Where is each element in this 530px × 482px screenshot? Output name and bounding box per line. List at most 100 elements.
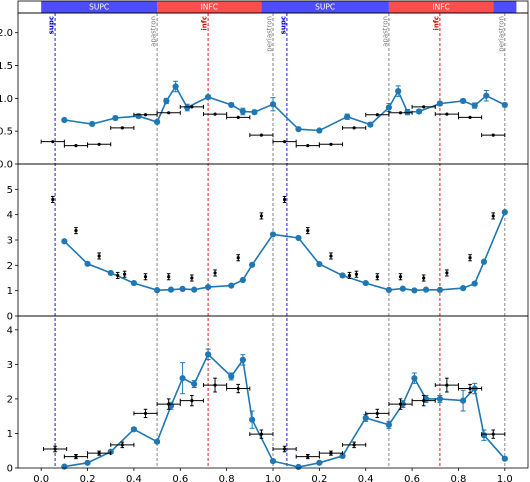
xtick-label-8: 0.6 bbox=[404, 474, 420, 482]
panel-top-series-0-point-2 bbox=[112, 114, 119, 122]
panel-bottom-ytick-label-4: 4 bbox=[7, 325, 13, 336]
panel-middle-series-1-point-13 bbox=[329, 254, 333, 258]
panel-bottom-series-0-point-15 bbox=[339, 452, 346, 460]
phase-band-label-0: SUPC bbox=[89, 3, 109, 12]
panel-top-series-1-point-2 bbox=[97, 142, 101, 146]
tick-layer: 0.0 0.5 1.0 1.5 2.0 0 1 2 3 4 5 0 1 2 3 4 0.0 0.2 0.4 0.6 0.… bbox=[0, 28, 513, 482]
panel-middle-series-1-point-8 bbox=[213, 271, 217, 275]
panel-top-series-1-point-14 bbox=[375, 113, 379, 117]
panel-middle-series-0-point-5 bbox=[167, 286, 175, 293]
panel-top-series-1-point-5 bbox=[167, 111, 171, 115]
panel-bottom-series-1-point-0 bbox=[53, 447, 57, 451]
panel-top-series-0-line bbox=[64, 84, 506, 132]
panel-middle-series-0-point-10 bbox=[239, 276, 246, 284]
vertical-line-label-2: infc bbox=[201, 16, 209, 31]
panel-top-ytick-label-2: 1.0 bbox=[0, 94, 13, 105]
panel-middle-series-0-point-7 bbox=[191, 286, 198, 293]
panel-bottom-series-1-point-13 bbox=[352, 443, 356, 447]
panel-middle-series-0-point-19 bbox=[411, 287, 418, 294]
panel-bottom-series-0-point-11 bbox=[249, 416, 256, 423]
panel-middle-series-0-point-23 bbox=[471, 280, 478, 287]
panel-middle-series-0-point-22 bbox=[459, 285, 467, 292]
panel-middle-series-0-point-12 bbox=[269, 231, 277, 238]
panel-middle-series-0-point-9 bbox=[228, 282, 235, 289]
panel-middle-series-1-point-14 bbox=[347, 273, 352, 278]
panel-middle-series-1-point-0 bbox=[51, 197, 55, 202]
xtick-label-2: 0.4 bbox=[126, 474, 142, 482]
panel-middle-series-1-point-19 bbox=[445, 271, 449, 275]
panel-top-series-0-point-17 bbox=[385, 104, 393, 111]
panel-bottom-series-0-point-0 bbox=[61, 463, 68, 470]
panel-middle-series-1-point-5 bbox=[143, 275, 148, 279]
panel-middle-series-0-point-21 bbox=[436, 286, 444, 294]
panel-top-series-0-point-16 bbox=[367, 121, 374, 128]
panel-middle-ytick-label-0: 0 bbox=[7, 312, 13, 323]
xtick-label-6: 0.2 bbox=[311, 474, 327, 482]
panel-bottom-series-1-point-11 bbox=[306, 455, 310, 459]
panel-bottom-series-0-point-14 bbox=[316, 459, 323, 466]
panel-bottom-ytick-label-0: 0 bbox=[7, 464, 13, 475]
panel-bottom-series-0-point-1 bbox=[84, 459, 91, 466]
panel-middle-series-0-point-17 bbox=[385, 286, 393, 294]
panel-bottom-series-0-point-13 bbox=[295, 463, 302, 471]
panel-top-series-0-point-25 bbox=[501, 101, 508, 109]
panel-middle-series-1-point-21 bbox=[491, 214, 495, 218]
panel-bottom-series-1-point-19 bbox=[491, 432, 495, 436]
panel-top-series-1-point-18 bbox=[468, 115, 472, 119]
phase-band-label-2: SUPC bbox=[315, 3, 335, 12]
panel-bottom-series-0-point-12 bbox=[269, 457, 277, 465]
phase-band-label-1: INFC bbox=[201, 3, 218, 12]
panel-top-series-1-point-12 bbox=[329, 142, 333, 146]
xtick-label-10: 1.0 bbox=[497, 474, 513, 482]
xtick-label-1: 0.2 bbox=[80, 474, 96, 482]
panel-middle-series-0-point-0 bbox=[61, 238, 68, 245]
panel-bottom-series-0-point-22 bbox=[459, 397, 467, 404]
panel-top-series-0-point-11 bbox=[251, 109, 258, 116]
panel-top-series-0-point-23 bbox=[471, 102, 478, 109]
panel-bottom-series-1-point-16 bbox=[422, 399, 426, 403]
panel-middle-series-0-point-11 bbox=[249, 261, 256, 268]
vertical-marker-layer: supc apastron infc periastron supc apastron in… bbox=[48, 13, 505, 468]
panel-bottom-series-1-point-12 bbox=[329, 451, 333, 455]
panel-top-series-1-point-8 bbox=[236, 115, 240, 119]
xtick-label-4: 0.8 bbox=[219, 474, 235, 482]
panel-bottom-series-1-point-2 bbox=[97, 451, 101, 455]
vertical-line-label-1: apastron bbox=[150, 16, 158, 47]
panel-top-series-0-point-24 bbox=[483, 92, 490, 99]
panel-middle-series-0-point-3 bbox=[130, 279, 138, 287]
data-layer bbox=[40, 80, 508, 471]
panel-bottom-series-1-point-4 bbox=[143, 411, 148, 416]
panel-middle-series-1-point-10 bbox=[259, 214, 264, 218]
panel-top-series-1-point-0 bbox=[51, 140, 55, 144]
panel-middle-series-1-point-3 bbox=[116, 273, 120, 278]
panel-middle-series-0-point-24 bbox=[480, 258, 488, 265]
panel-bottom-series-0-point-16 bbox=[362, 414, 369, 422]
panel-middle-series-0-point-16 bbox=[362, 279, 369, 287]
panel-bottom-ytick-label-1: 1 bbox=[7, 429, 13, 440]
panel-middle-series-0-point-25 bbox=[501, 209, 508, 216]
panel-top-series-1-point-19 bbox=[491, 133, 495, 137]
panel-middle-series-0-point-20 bbox=[422, 286, 430, 293]
panel-middle-series-1-point-6 bbox=[167, 275, 171, 279]
panel-bottom-series-0-point-19 bbox=[411, 375, 418, 382]
panel-bottom-series-0-point-10 bbox=[239, 356, 246, 363]
panel-top-series-1-point-4 bbox=[143, 113, 148, 117]
panel-bottom-series-0-point-9 bbox=[228, 373, 235, 380]
panel-top-ytick-label-3: 1.5 bbox=[0, 61, 13, 72]
phase-band-layer: SUPC INFC SUPC INFC bbox=[17, 0, 529, 14]
phase-band-3 bbox=[388, 1, 494, 13]
panel-top-series-0-point-21 bbox=[436, 100, 444, 107]
panel-middle-series-1-point-12 bbox=[306, 229, 310, 233]
panel-top-series-0-point-0 bbox=[61, 116, 68, 124]
panel-middle-ytick-label-4: 4 bbox=[7, 210, 13, 221]
phase-band-0 bbox=[41, 1, 158, 13]
panel-bottom-series-1-point-18 bbox=[468, 386, 472, 391]
panel-middle-series-1-point-11 bbox=[282, 197, 287, 202]
panel-bottom-series-1-point-10 bbox=[282, 447, 287, 451]
vertical-line-label-5: apastron bbox=[381, 16, 389, 47]
panel-middle-series-0-point-4 bbox=[153, 287, 161, 294]
panel-bottom-series-0-point-3 bbox=[130, 426, 138, 433]
panel-bottom-series-1-point-17 bbox=[445, 383, 449, 387]
vertical-line-label-4: supc bbox=[279, 16, 287, 34]
